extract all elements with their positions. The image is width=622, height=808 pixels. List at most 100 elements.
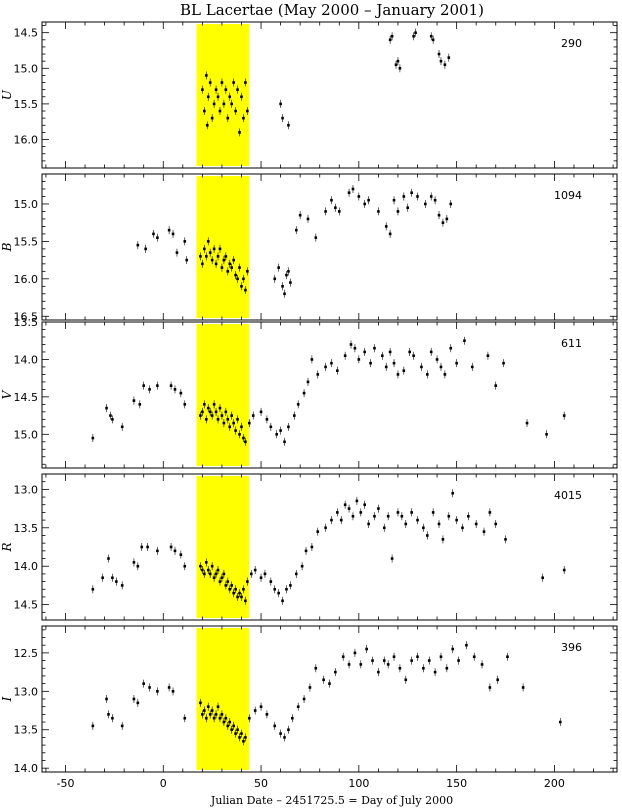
panel-frame	[41, 21, 618, 169]
data-point	[390, 557, 394, 560]
data-point	[447, 514, 451, 518]
data-point	[208, 713, 212, 716]
data-point	[435, 358, 439, 361]
data-point	[226, 580, 230, 583]
data-point	[244, 736, 247, 739]
data-point	[427, 659, 431, 662]
data-point	[410, 659, 413, 662]
data-point	[545, 433, 548, 436]
data-point	[445, 217, 449, 221]
data-point	[171, 690, 175, 693]
data-point	[105, 406, 108, 410]
data-point	[240, 95, 243, 99]
data-point	[224, 584, 228, 587]
highlight-band	[196, 324, 250, 466]
data-point	[562, 568, 566, 572]
data-point	[226, 418, 230, 421]
data-point	[285, 587, 288, 591]
data-point	[441, 538, 445, 541]
data-point	[306, 380, 310, 384]
data-point	[281, 116, 284, 120]
data-point	[289, 584, 292, 587]
data-point	[148, 388, 151, 391]
data-point	[287, 425, 290, 429]
data-point	[246, 580, 249, 583]
data-point	[463, 339, 466, 343]
data-point	[242, 116, 245, 120]
data-point	[156, 549, 159, 553]
data-point	[208, 251, 212, 254]
y-tick-label: 14.5	[14, 391, 39, 404]
data-point	[420, 365, 423, 369]
data-point	[232, 724, 235, 728]
data-point	[279, 429, 282, 432]
data-point	[156, 384, 159, 387]
data-point	[148, 686, 151, 689]
data-point	[443, 63, 447, 67]
data-point	[324, 210, 327, 213]
data-point	[142, 682, 146, 685]
chart-title: BL Lacertae (May 2000 – January 2001)	[180, 1, 484, 19]
data-point	[228, 425, 232, 429]
data-point	[230, 414, 234, 417]
data-point	[206, 240, 210, 243]
data-point	[412, 34, 415, 38]
data-point	[224, 88, 228, 91]
panel-frame	[41, 473, 618, 621]
data-point	[236, 277, 239, 281]
data-point	[439, 59, 443, 63]
data-point	[425, 534, 429, 537]
data-point	[445, 666, 449, 670]
data-point	[296, 705, 300, 708]
data-point	[185, 258, 189, 262]
data-point	[414, 31, 417, 34]
data-point	[216, 568, 220, 572]
data-point	[347, 507, 351, 510]
data-point	[206, 568, 210, 572]
data-point	[230, 102, 234, 106]
data-point	[236, 88, 239, 91]
data-point	[488, 511, 492, 514]
data-point	[482, 530, 486, 533]
data-point	[277, 591, 280, 595]
data-point	[234, 587, 237, 591]
data-point	[359, 663, 363, 666]
data-point	[363, 350, 367, 354]
data-point	[287, 270, 290, 273]
data-point	[334, 670, 337, 674]
data-point	[465, 643, 468, 647]
data-point	[212, 576, 216, 580]
data-point	[275, 433, 278, 436]
data-point	[480, 663, 484, 666]
data-point	[263, 572, 267, 576]
data-point	[504, 538, 507, 541]
data-point	[451, 647, 455, 651]
data-point	[206, 95, 210, 99]
data-point	[404, 522, 408, 526]
data-point	[232, 258, 235, 262]
data-point	[214, 713, 218, 716]
data-point	[431, 511, 435, 514]
data-point	[308, 686, 312, 689]
data-point	[410, 191, 413, 195]
highlight-band	[196, 628, 250, 770]
y-tick-label: 14.5	[14, 599, 39, 612]
data-point	[396, 210, 400, 213]
data-point	[406, 206, 410, 209]
data-point	[294, 572, 298, 576]
data-point	[494, 522, 498, 526]
data-point	[210, 709, 214, 712]
data-point	[439, 365, 443, 369]
data-point	[392, 655, 396, 659]
data-point	[238, 266, 241, 269]
data-point	[208, 572, 212, 576]
data-point	[242, 277, 245, 281]
data-point	[558, 720, 562, 724]
data-point	[244, 288, 247, 292]
data-point	[216, 705, 220, 708]
data-point	[169, 384, 173, 387]
data-point	[349, 343, 353, 346]
data-point	[91, 436, 95, 440]
y-tick-label: 15.0	[14, 428, 39, 441]
data-point	[339, 518, 343, 522]
